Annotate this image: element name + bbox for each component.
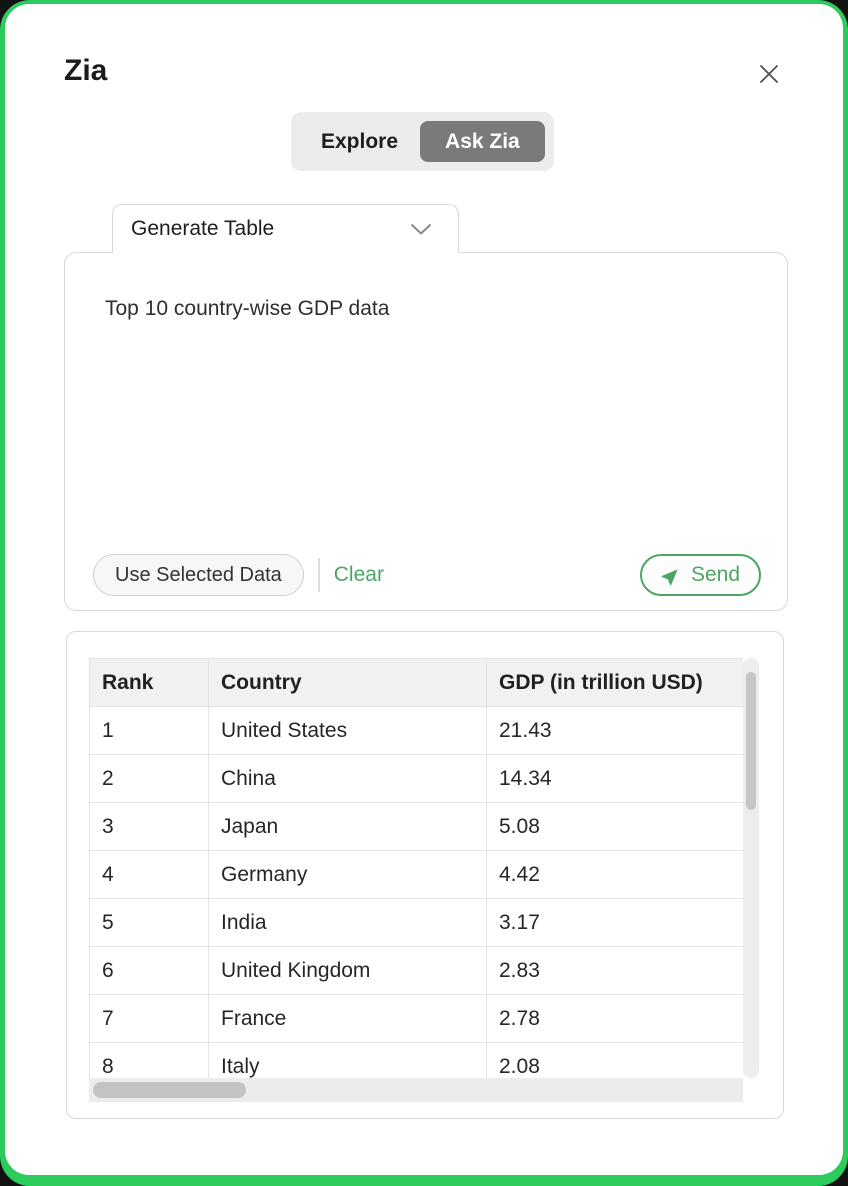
- prompt-card: Top 10 country-wise GDP data Use Selecte…: [64, 252, 788, 611]
- close-button[interactable]: [753, 58, 785, 90]
- divider: [317, 558, 320, 592]
- cell-gdp: 2.08: [486, 1042, 743, 1078]
- table-header-row: Rank Country GDP (in trillion USD): [89, 658, 743, 707]
- cell-country: India: [208, 898, 487, 947]
- cell-gdp: 4.42: [486, 850, 743, 899]
- send-label: Send: [690, 563, 740, 586]
- cell-rank: 8: [89, 1042, 209, 1078]
- cell-country: United Kingdom: [208, 946, 487, 995]
- cell-country: China: [208, 754, 487, 803]
- result-table-card: Rank Country GDP (in trillion USD) 1 Uni…: [66, 631, 784, 1119]
- cell-gdp: 3.17: [486, 898, 743, 947]
- prompt-actions: Use Selected Data Clear Send: [93, 554, 761, 596]
- gdp-table: Rank Country GDP (in trillion USD) 1 Uni…: [89, 658, 743, 1078]
- query-input[interactable]: Top 10 country-wise GDP data: [105, 297, 390, 320]
- chevron-down-icon: [410, 223, 432, 236]
- cell-rank: 2: [89, 754, 209, 803]
- send-button[interactable]: Send: [639, 554, 761, 596]
- table-row: 4 Germany 4.42: [89, 850, 743, 899]
- zia-panel: Zia Explore Ask Zia Generate Table Top 1…: [5, 4, 843, 1175]
- generate-table-dropdown[interactable]: Generate Table: [112, 204, 459, 253]
- cell-rank: 7: [89, 994, 209, 1043]
- cell-country: France: [208, 994, 487, 1043]
- table-row: 5 India 3.17: [89, 898, 743, 947]
- table-row: 8 Italy 2.08: [89, 1042, 743, 1078]
- close-icon: [760, 65, 778, 83]
- table-row: 7 France 2.78: [89, 994, 743, 1043]
- tab-explore[interactable]: Explore: [321, 129, 399, 153]
- cell-rank: 3: [89, 802, 209, 851]
- cell-country: Japan: [208, 802, 487, 851]
- cell-country: United States: [208, 706, 487, 755]
- cell-rank: 5: [89, 898, 209, 947]
- vertical-scrollbar[interactable]: [743, 658, 759, 1078]
- send-icon: [661, 568, 678, 585]
- result-table-viewport: Rank Country GDP (in trillion USD) 1 Uni…: [89, 658, 743, 1078]
- tab-ask-zia[interactable]: Ask Zia: [420, 121, 545, 162]
- table-row: 6 United Kingdom 2.83: [89, 946, 743, 995]
- column-header-country: Country: [208, 658, 487, 707]
- use-selected-data-button[interactable]: Use Selected Data: [93, 554, 304, 596]
- cell-gdp: 5.08: [486, 802, 743, 851]
- cell-country: Germany: [208, 850, 487, 899]
- cell-gdp: 21.43: [486, 706, 743, 755]
- clear-button[interactable]: Clear: [333, 563, 384, 586]
- cell-gdp: 14.34: [486, 754, 743, 803]
- panel-title: Zia: [64, 54, 108, 87]
- cell-gdp: 2.83: [486, 946, 743, 995]
- mode-toggle: Explore Ask Zia: [291, 112, 554, 171]
- table-row: 1 United States 21.43: [89, 706, 743, 755]
- column-header-rank: Rank: [89, 658, 209, 707]
- scrollbar-corner: [743, 1078, 759, 1102]
- table-row: 3 Japan 5.08: [89, 802, 743, 851]
- horizontal-scrollbar-thumb[interactable]: [93, 1082, 246, 1098]
- cell-country: Italy: [208, 1042, 487, 1078]
- cell-rank: 1: [89, 706, 209, 755]
- cell-rank: 6: [89, 946, 209, 995]
- column-header-gdp: GDP (in trillion USD): [486, 658, 743, 707]
- cell-rank: 4: [89, 850, 209, 899]
- table-row: 2 China 14.34: [89, 754, 743, 803]
- horizontal-scrollbar[interactable]: [89, 1078, 743, 1102]
- generate-table-label: Generate Table: [131, 217, 275, 240]
- vertical-scrollbar-thumb[interactable]: [746, 672, 756, 810]
- cell-gdp: 2.78: [486, 994, 743, 1043]
